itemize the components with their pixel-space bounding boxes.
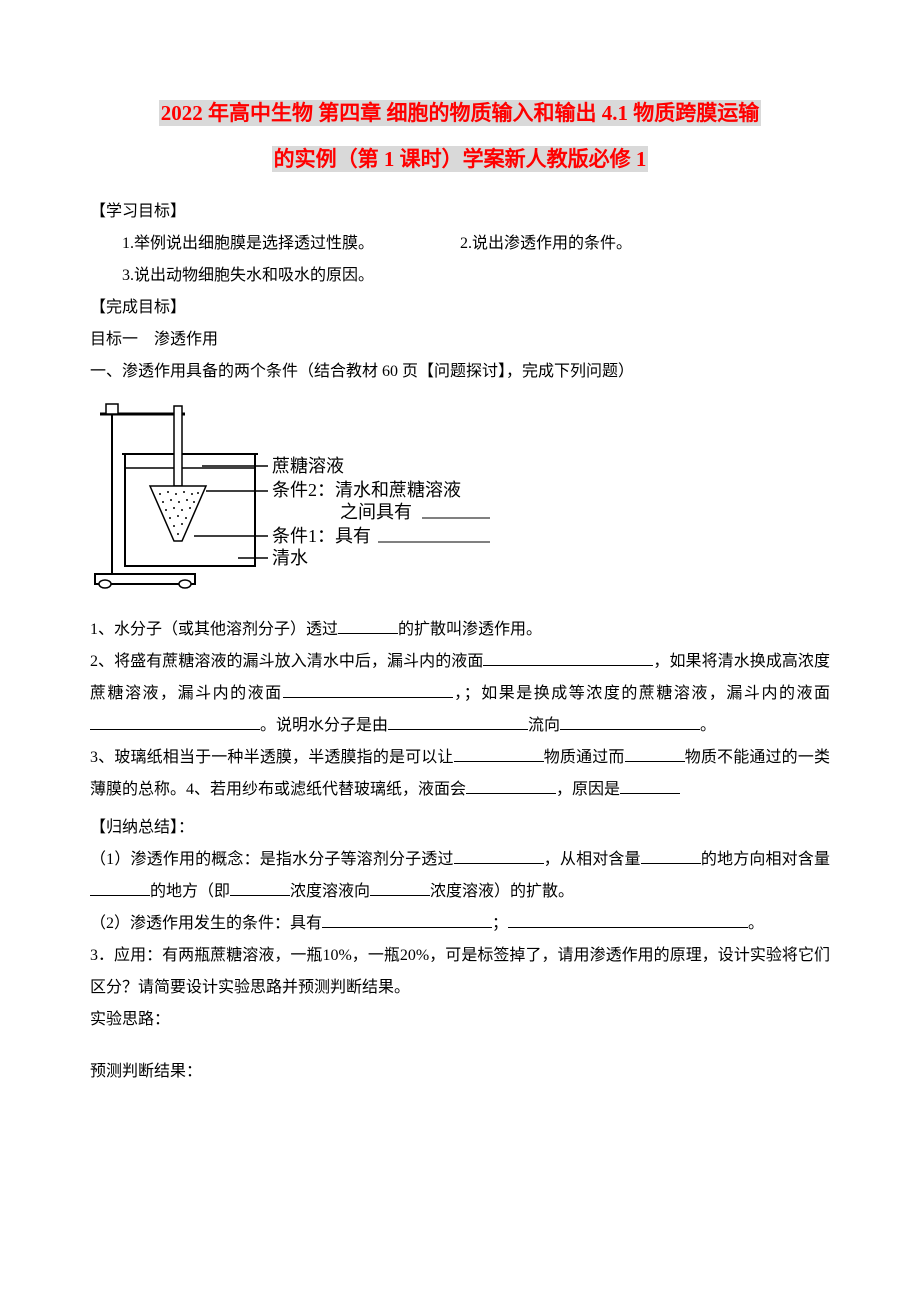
predict-label: 预测判断结果：: [90, 1056, 830, 1088]
part1-title: 一、渗透作用具备的两个条件（结合教材 60 页【问题探讨】，完成下列问题）: [90, 356, 830, 388]
goal1-title: 目标一 渗透作用: [90, 324, 830, 356]
question-1: 1、水分子（或其他溶剂分子）透过 的扩散叫渗透作用。: [90, 614, 830, 646]
objective-3: 3.说出动物细胞失水和吸水的原因。: [90, 260, 830, 292]
q2-d: 。说明水分子是由: [260, 717, 388, 734]
s1-e: 浓度溶液向: [290, 883, 370, 900]
experiment-label: 实验思路：: [90, 1004, 830, 1036]
s1-d: 的地方（即: [150, 883, 230, 900]
title-block: 2022 年高中生物 第四章 细胞的物质输入和输出 4.1 物质跨膜运输 的实例…: [90, 90, 830, 182]
objectives-label: 【学习目标】: [90, 196, 830, 228]
s2-a: （2）渗透作用发生的条件：具有: [90, 915, 322, 932]
q2-f: 。: [700, 717, 716, 734]
q1-b: 的扩散叫渗透作用。: [398, 621, 542, 638]
osmosis-diagram: 蔗糖溶液 条件2：清水和蔗糖溶液 之间具有 条件1：具有 清水: [90, 396, 830, 608]
blank: [560, 729, 700, 730]
s1-a: （1）渗透作用的概念：是指水分子等溶剂分子透过: [90, 851, 454, 868]
question-3-4: 3、玻璃纸相当于一种半透膜，半透膜指的是可以让物质通过而物质不能通过的一类薄膜的…: [90, 742, 830, 806]
summary-3: 3．应用：有两瓶蔗糖溶液，一瓶10%，一瓶20%，可是标签掉了，请用渗透作用的原…: [90, 940, 830, 1004]
objective-2: 2.说出渗透作用的条件。: [460, 228, 830, 260]
s1-f: 浓度溶液）的扩散。: [430, 883, 574, 900]
blank: [230, 895, 290, 896]
blank: [641, 863, 701, 864]
blank: [322, 927, 492, 928]
question-2: 2、将盛有蔗糖溶液的漏斗放入清水中后，漏斗内的液面，如果将清水换成高浓度蔗糖溶液…: [90, 646, 830, 742]
summary-2: （2）渗透作用发生的条件：具有 ； 。: [90, 908, 830, 940]
q2-c: ，；如果是换成等浓度的蔗糖溶液，漏斗内的液面: [453, 685, 830, 702]
svg-text:清水: 清水: [272, 548, 308, 568]
q2-a: 2、将盛有蔗糖溶液的漏斗放入清水中后，漏斗内的液面: [90, 653, 483, 670]
svg-text:蔗糖溶液: 蔗糖溶液: [272, 456, 344, 476]
complete-label: 【完成目标】: [90, 292, 830, 324]
s2-b: ；: [492, 915, 508, 932]
blank: [370, 895, 430, 896]
svg-text:之间具有: 之间具有: [340, 502, 412, 522]
blank: [454, 761, 544, 762]
q1-a: 1、水分子（或其他溶剂分子）透过: [90, 621, 338, 638]
title-line2: 的实例（第 1 课时）学案新人教版必修 1: [272, 146, 649, 172]
q3-a: 3、玻璃纸相当于一种半透膜，半透膜指的是可以让: [90, 749, 454, 766]
blank: [620, 793, 680, 794]
blank: [466, 793, 556, 794]
blank: [90, 729, 260, 730]
spacer: [90, 1036, 830, 1056]
blank: [90, 895, 150, 896]
q3-b: 物质通过而: [544, 749, 625, 766]
s1-b: ，从相对含量: [544, 851, 641, 868]
title-line1: 2022 年高中生物 第四章 细胞的物质输入和输出 4.1 物质跨膜运输: [159, 100, 762, 126]
objective-1: 1.举例说出细胞膜是选择透过性膜。: [90, 228, 460, 260]
blank: [625, 761, 685, 762]
blank: [483, 665, 653, 666]
q2-e: 流向: [528, 717, 560, 734]
summary-label: 【归纳总结】：: [90, 812, 830, 844]
blank: [283, 697, 453, 698]
blank: [508, 927, 748, 928]
svg-text:条件2：清水和蔗糖溶液: 条件2：清水和蔗糖溶液: [272, 480, 461, 500]
summary-1: （1）渗透作用的概念：是指水分子等溶剂分子透过 ，从相对含量 的地方向相对含量的地方…: [90, 844, 830, 908]
s1-c: 的地方向相对含量: [701, 851, 830, 868]
s2-c: 。: [748, 915, 764, 932]
blank: [388, 729, 528, 730]
svg-text:条件1：具有: 条件1：具有: [272, 526, 371, 546]
blank: [454, 863, 544, 864]
q3-d: ，原因是: [556, 781, 620, 798]
blank: [338, 633, 398, 634]
diagram-svg: 蔗糖溶液 条件2：清水和蔗糖溶液 之间具有 条件1：具有 清水: [90, 396, 500, 596]
objectives-row: 1.举例说出细胞膜是选择透过性膜。 2.说出渗透作用的条件。: [90, 228, 830, 260]
